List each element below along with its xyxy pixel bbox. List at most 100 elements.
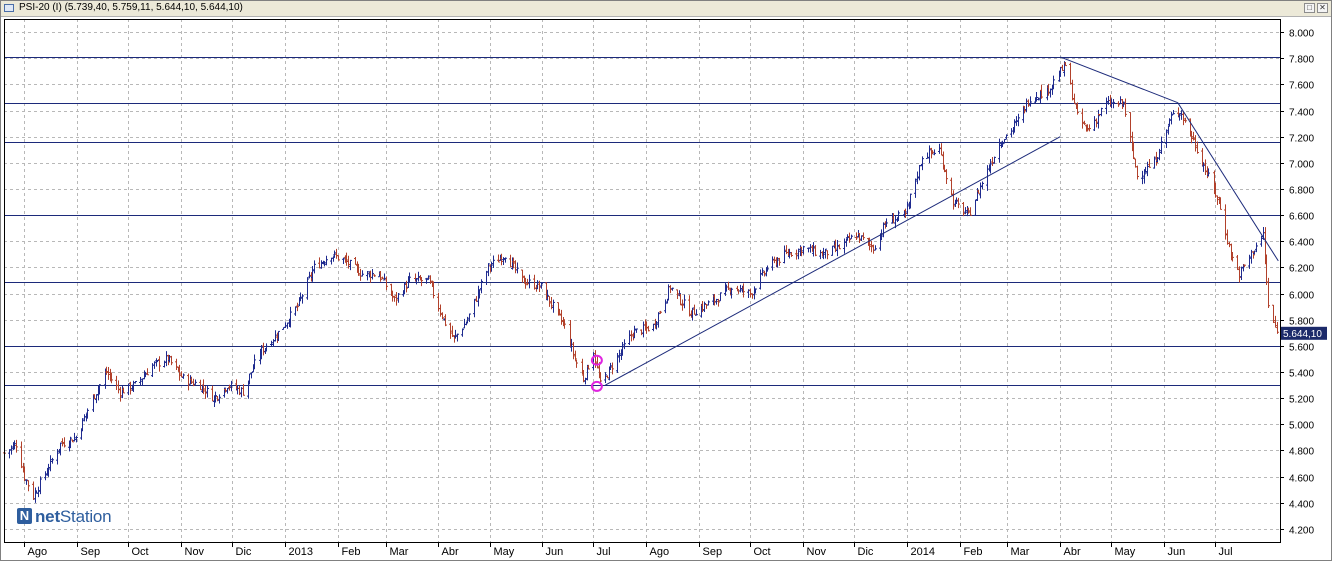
ohlc-bar bbox=[1204, 159, 1207, 176]
ohlc-bar bbox=[75, 435, 78, 443]
ohlc-bar bbox=[1231, 251, 1234, 262]
y-tick-label: 7.600 bbox=[1289, 81, 1314, 92]
x-tick-label: Abr bbox=[1064, 546, 1081, 558]
ohlc-bar bbox=[647, 325, 650, 332]
ohlc-bar bbox=[730, 287, 733, 299]
ohlc-bar bbox=[870, 240, 873, 253]
ohlc-bar bbox=[274, 330, 277, 342]
ohlc-bar bbox=[1124, 98, 1127, 117]
ohlc-bar bbox=[216, 395, 219, 402]
ohlc-bar bbox=[795, 249, 798, 260]
x-tick-label: Jul bbox=[597, 546, 611, 558]
ohlc-bar bbox=[812, 242, 815, 257]
ohlc-bar bbox=[1160, 136, 1163, 155]
ohlc-bar bbox=[1155, 151, 1158, 166]
x-tick-label: May bbox=[494, 546, 515, 558]
ohlc-bar bbox=[1117, 101, 1120, 107]
close-button[interactable]: ✕ bbox=[1317, 3, 1328, 13]
ohlc-bar bbox=[238, 385, 241, 396]
y-tick-label: 6.800 bbox=[1289, 186, 1314, 197]
x-tick-label: Jun bbox=[1168, 546, 1186, 558]
ohlc-bar bbox=[776, 257, 779, 268]
ohlc-bar bbox=[528, 274, 531, 289]
ohlc-bar bbox=[427, 275, 430, 281]
ohlc-bar bbox=[366, 271, 369, 281]
ohlc-bar bbox=[727, 281, 730, 291]
ohlc-bar bbox=[778, 257, 781, 266]
ohlc-bar bbox=[146, 368, 149, 376]
y-tick-label: 6.000 bbox=[1289, 291, 1314, 302]
ohlc-bar bbox=[671, 287, 674, 291]
ohlc-bar bbox=[998, 138, 1001, 163]
y-tick-label: 5.800 bbox=[1289, 317, 1314, 328]
ohlc-bar bbox=[546, 289, 549, 301]
ohlc-bar bbox=[1052, 75, 1055, 90]
ohlc-bar bbox=[119, 386, 122, 402]
netstation-logo-icon: N bbox=[17, 508, 32, 524]
ohlc-bar bbox=[270, 340, 273, 346]
ohlc-bar bbox=[719, 292, 722, 302]
ohlc-bar bbox=[657, 312, 660, 328]
ohlc-bar bbox=[974, 199, 977, 216]
ohlc-bar bbox=[846, 234, 849, 241]
ohlc-bar bbox=[928, 145, 931, 164]
x-tick-label: Feb bbox=[964, 546, 983, 558]
title-bar: PSI-20 (I) (5.739,40, 5.759,11, 5.644,10… bbox=[1, 1, 1331, 17]
ohlc-bar bbox=[393, 295, 396, 302]
ohlc-bar bbox=[850, 234, 853, 240]
ohlc-bar bbox=[373, 274, 376, 277]
ohlc-bar bbox=[361, 270, 364, 277]
ohlc-bar bbox=[1013, 119, 1016, 133]
last-value-box bbox=[1281, 326, 1327, 340]
ohlc-bar bbox=[81, 418, 84, 432]
restore-button[interactable]: □ bbox=[1304, 3, 1315, 13]
ohlc-bar bbox=[611, 362, 614, 375]
ohlc-bar bbox=[381, 276, 384, 280]
marker-circle bbox=[590, 380, 603, 392]
y-tick-label: 7.800 bbox=[1289, 55, 1314, 66]
ohlc-bar bbox=[202, 379, 205, 395]
ohlc-bar bbox=[1064, 62, 1067, 67]
ohlc-bar bbox=[683, 294, 686, 309]
ohlc-bar bbox=[354, 256, 357, 265]
ohlc-bar bbox=[490, 261, 493, 272]
y-tick-label: 4.600 bbox=[1289, 474, 1314, 485]
ohlc-bar bbox=[703, 301, 706, 313]
ohlc-bar bbox=[497, 254, 500, 263]
ohlc-bar bbox=[139, 376, 142, 386]
ohlc-bar bbox=[563, 319, 566, 329]
ohlc-bar bbox=[640, 329, 643, 336]
ohlc-bar bbox=[211, 385, 214, 402]
ohlc-bar bbox=[1040, 84, 1043, 99]
ohlc-bar bbox=[1023, 105, 1026, 114]
ohlc-bar bbox=[23, 466, 26, 482]
ohlc-bar bbox=[623, 339, 626, 350]
ohlc-bar bbox=[218, 394, 221, 404]
ohlc-bar bbox=[63, 437, 66, 448]
ohlc-bar bbox=[1274, 315, 1277, 328]
x-tick-label: Jun bbox=[546, 546, 564, 558]
ohlc-bar bbox=[548, 295, 551, 307]
ohlc-bar bbox=[117, 380, 120, 394]
ohlc-bar bbox=[429, 275, 432, 284]
ohlc-bar bbox=[633, 325, 636, 339]
ohlc-bar bbox=[512, 257, 515, 269]
ohlc-bar bbox=[1148, 159, 1151, 168]
x-tick-label: 2014 bbox=[911, 546, 935, 558]
last-value-label: 5.644,10 bbox=[1283, 329, 1322, 340]
trendline bbox=[1177, 102, 1279, 262]
ohlc-bar bbox=[1027, 99, 1030, 107]
ohlc-bar bbox=[425, 277, 428, 284]
ohlc-bar bbox=[1248, 254, 1251, 269]
y-tick-label: 6.400 bbox=[1289, 238, 1314, 249]
ohlc-bar bbox=[323, 261, 326, 267]
ohlc-bar bbox=[550, 296, 553, 310]
x-tick-label: Nov bbox=[185, 546, 205, 558]
ohlc-bar bbox=[701, 300, 704, 313]
ohlc-bar bbox=[73, 432, 76, 442]
ohlc-bar bbox=[454, 329, 457, 339]
marker-circle bbox=[590, 354, 603, 366]
ohlc-bar bbox=[596, 356, 599, 369]
ohlc-bar bbox=[587, 364, 590, 370]
ohlc-bar bbox=[311, 266, 314, 282]
